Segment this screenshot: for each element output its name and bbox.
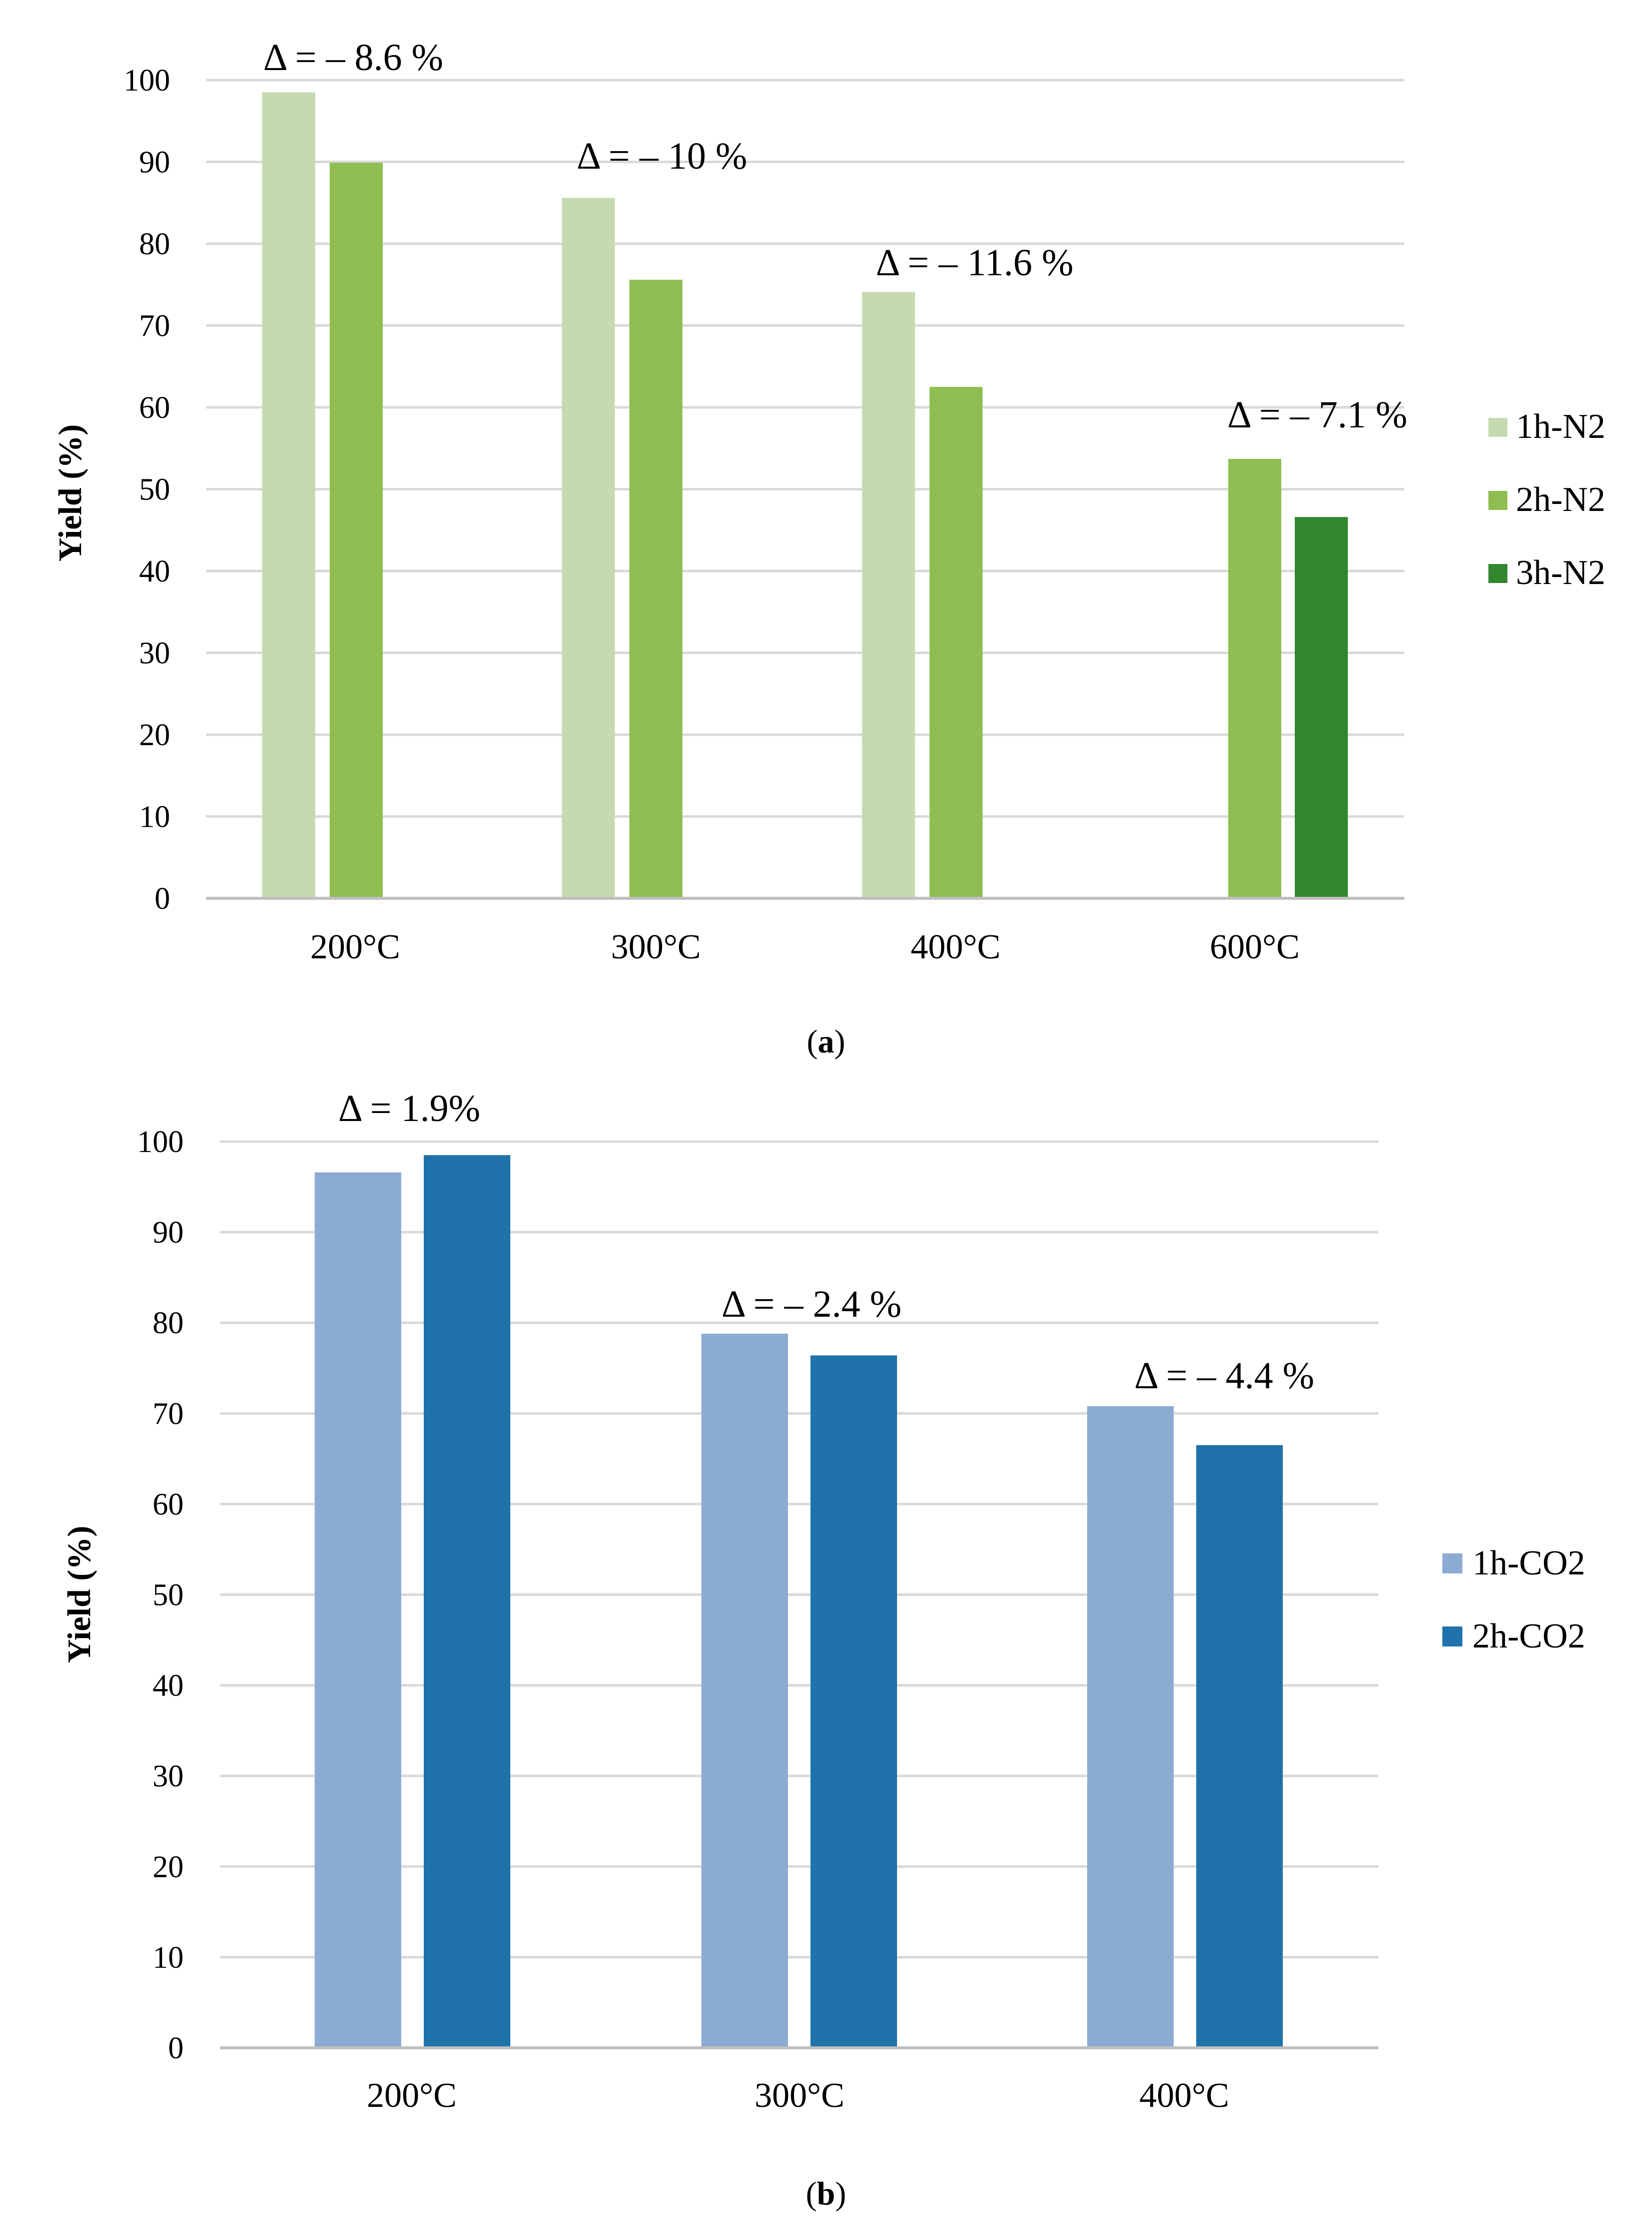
panel-a-y-tick-label: 40	[139, 554, 170, 589]
panel-a-bars	[262, 92, 1348, 899]
panel-a-gridlines	[206, 79, 1404, 818]
panel-b-y-tick-label: 70	[153, 1397, 184, 1431]
panel-a-caption-letter: a	[818, 1023, 835, 1060]
legend-swatch-2h-n2	[1488, 491, 1507, 510]
panel-b-gridlines	[220, 1140, 1378, 1959]
legend-label-2h-co2: 2h-CO2	[1472, 1617, 1585, 1655]
legend-label-1h-n2: 1h-N2	[1516, 407, 1605, 446]
panel-b-delta-annotation: Δ = – 2.4 %	[721, 1283, 902, 1325]
panel-a-bar-1h-n2-0	[262, 92, 315, 898]
panel-a-x-tick-label: 400°C	[911, 928, 1001, 966]
legend-swatch-1h-co2	[1442, 1553, 1462, 1573]
panel-b-x-tick-label: 400°C	[1139, 2076, 1229, 2115]
panel-b-delta-annotation: Δ = – 4.4 %	[1134, 1355, 1314, 1397]
panel-b-x-tick-label: 300°C	[754, 2076, 845, 2115]
legend-label-3h-n2: 3h-N2	[1516, 553, 1605, 592]
panel-a-delta-annotation: Δ = – 7.1 %	[1227, 394, 1407, 436]
panel-b-y-tick-labels: 0 10 20 30 40 50 60 70 80 90 100	[137, 1125, 184, 2065]
panel-a-y-axis-label: Yield (%)	[52, 424, 89, 562]
panel-a-bar-3h-n2-3	[1295, 517, 1348, 898]
panel-b-y-tick-label: 100	[137, 1125, 184, 1159]
panel-a-chart: 0 10 20 30 40 50 60 70 80 90 100 Yield (%) 200°C 3…	[52, 37, 1605, 1060]
panel-a-bar-1h-n2-1	[562, 198, 615, 899]
panel-b-y-tick-label: 50	[153, 1578, 184, 1612]
panel-b-caption-letter: b	[817, 2175, 836, 2212]
panel-b-bar-2h-co2-2	[1196, 1445, 1283, 2048]
panel-b-bars	[315, 1155, 1283, 2048]
panel-a-y-tick-label: 70	[139, 309, 170, 343]
legend-swatch-1h-n2	[1488, 418, 1507, 437]
panel-b-y-tick-label: 20	[153, 1850, 184, 1884]
legend-swatch-2h-co2	[1442, 1626, 1462, 1646]
panel-a-bar-2h-n2-0	[330, 163, 383, 898]
panel-b-y-tick-label: 80	[153, 1306, 184, 1340]
panel-a-y-tick-label: 10	[139, 800, 170, 834]
panel-b-y-tick-label: 90	[153, 1216, 184, 1250]
panel-a-delta-annotation: Δ = – 10 %	[577, 135, 747, 177]
panel-a-y-tick-label: 0	[155, 882, 170, 916]
panel-b-y-tick-label: 40	[153, 1669, 184, 1703]
panel-a-delta-annotation: Δ = – 8.6 %	[263, 37, 443, 79]
panel-a-x-tick-label: 600°C	[1210, 928, 1300, 966]
panel-a-bar-2h-n2-1	[629, 279, 682, 899]
panel-a-bar-2h-n2-3	[1228, 459, 1281, 898]
panel-b-y-tick-label: 60	[153, 1487, 184, 1521]
panel-b-bar-1h-co2-2	[1087, 1406, 1174, 2048]
panel-b-bar-2h-co2-1	[810, 1355, 897, 2048]
panel-b-y-axis-label: Yield (%)	[61, 1526, 98, 1663]
panel-b-bar-1h-co2-1	[701, 1333, 788, 2048]
panel-b-x-tick-label: 200°C	[367, 2076, 457, 2115]
panel-b-legend: 1h-CO2 2h-CO2	[1442, 1544, 1585, 1655]
legend-label-1h-co2: 1h-CO2	[1472, 1544, 1585, 1582]
panel-a-x-tick-label: 300°C	[611, 928, 701, 966]
panel-b-y-tick-label: 0	[168, 2031, 184, 2065]
panel-a-y-tick-label: 30	[139, 637, 170, 671]
panel-a-bar-2h-n2-2	[930, 387, 983, 898]
panel-b-bar-1h-co2-0	[315, 1172, 401, 2048]
panel-a-y-tick-label: 90	[139, 146, 170, 180]
panel-a-y-tick-label: 100	[124, 64, 170, 98]
panel-a-bar-1h-n2-2	[862, 292, 915, 898]
panel-a-y-tick-labels: 0 10 20 30 40 50 60 70 80 90 100	[124, 64, 170, 916]
panel-b-y-tick-label: 10	[153, 1941, 184, 1975]
panel-b-delta-annotation: Δ = 1.9%	[338, 1087, 480, 1130]
legend-swatch-3h-n2	[1488, 564, 1507, 583]
panel-a-legend: 1h-N2 2h-N2 3h-N2	[1488, 407, 1605, 592]
panel-b-caption: (b)	[806, 2175, 847, 2212]
panel-a-y-tick-label: 50	[139, 473, 170, 507]
panel-b-y-tick-label: 30	[153, 1760, 184, 1794]
panel-a-x-tick-label: 200°C	[310, 928, 400, 966]
panel-a-y-tick-label: 20	[139, 718, 170, 752]
panel-a-caption: (a)	[807, 1023, 846, 1060]
panel-a-y-tick-label: 80	[139, 227, 170, 261]
panel-b-chart: 0 10 20 30 40 50 60 70 80 90 100 Yield (%) 200°C 3…	[61, 1087, 1585, 2212]
panel-b-bar-2h-co2-0	[424, 1155, 510, 2048]
legend-label-2h-n2: 2h-N2	[1516, 480, 1605, 519]
panel-a-delta-annotation: Δ = – 11.6 %	[876, 242, 1073, 284]
panel-a-y-tick-label: 60	[139, 391, 170, 425]
